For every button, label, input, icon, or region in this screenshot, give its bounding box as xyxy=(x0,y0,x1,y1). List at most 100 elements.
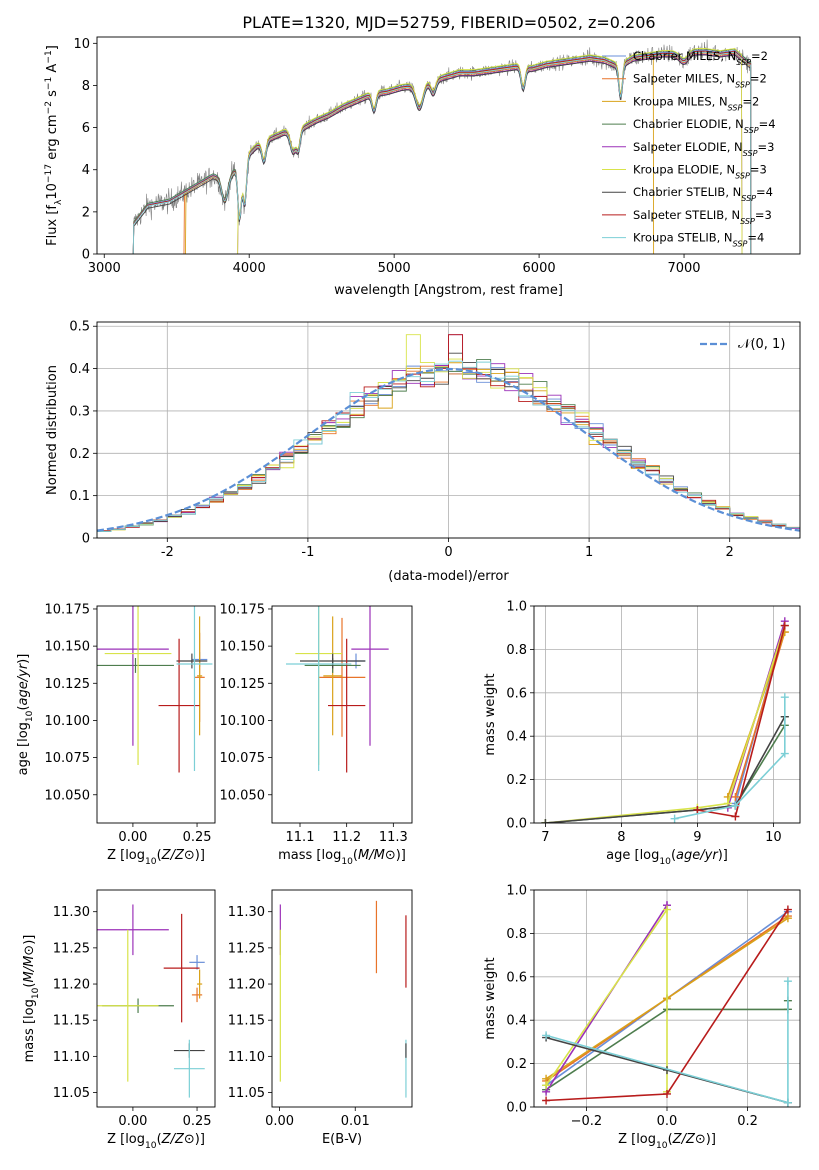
x-tick-label: 10 xyxy=(765,830,782,845)
y-tick-label: 10 xyxy=(73,37,90,52)
y-tick-label: 10.075 xyxy=(45,751,91,766)
y-tick-label: 8 xyxy=(82,79,90,94)
series-marker xyxy=(542,1081,551,1090)
y-tick-label: 11.10 xyxy=(228,1050,265,1065)
panel-residuals: -2 -1 0 1 2 0 0.1 0.2 0.3 0.4 0.5 (data-model)/erro… xyxy=(45,320,801,584)
y-tick-label: 10.100 xyxy=(45,714,91,729)
plot-area xyxy=(132,39,752,254)
errorbar-point xyxy=(97,929,159,1082)
y-axis-label: mass weight xyxy=(483,957,498,1039)
y-axis-label: mass weight xyxy=(483,673,498,755)
y-tick-label: 1.0 xyxy=(506,884,527,899)
series-marker xyxy=(670,814,679,823)
panel-age-vs-mass: 11.1 11.2 11.3 10.050 10.075 10.100 10.125 10.1… xyxy=(220,602,413,867)
panel-age-vs-metallicity: 0.00 0.25 10.050 10.075 10.100 10.125 10.150 10… xyxy=(16,602,216,867)
errorbar-point xyxy=(323,616,342,736)
y-tick-label: 11.25 xyxy=(228,941,265,956)
series-marker xyxy=(542,1096,551,1105)
x-tick-label: 7000 xyxy=(667,261,700,276)
y-tick-label: 10.125 xyxy=(45,677,91,692)
y-tick-label: 11.10 xyxy=(53,1050,90,1065)
y-tick-label: 11.30 xyxy=(228,905,265,920)
legend-label: Kroupa MILES, NSSP=2 xyxy=(633,94,759,112)
series-salpeter-stelib xyxy=(693,621,789,821)
axis-ticks: 11.1 11.2 11.3 10.050 10.075 10.100 10.125 10.1… xyxy=(220,602,408,845)
errorbar-point xyxy=(197,969,203,999)
y-tick-label: 0.5 xyxy=(69,320,90,335)
y-tick-label: 0.2 xyxy=(69,447,90,462)
x-tick-label: -2 xyxy=(161,545,174,560)
errorbar-point xyxy=(163,913,200,1023)
panel-weight-vs-metallicity: −0.2 0.0 0.2 0.0 0.2 0.4 0.6 0.8 1.0 Z [log10(Z/Z… xyxy=(483,884,801,1151)
y-axis-label: Flux [fλ10−17 erg cm−2 s−1 A−1] xyxy=(44,45,64,246)
axis-ticks: 3000 4000 5000 6000 7000 0 2 4 6 8 10 xyxy=(73,37,700,276)
y-tick-label: 0 xyxy=(82,532,90,547)
axes-frame xyxy=(533,605,801,824)
plot-area xyxy=(542,901,792,1107)
plot-area xyxy=(97,904,205,1098)
plot-area xyxy=(279,900,407,1098)
x-tick-label: 11.3 xyxy=(379,830,408,845)
y-tick-label: 0.0 xyxy=(506,1101,527,1116)
y-tick-label: 10.150 xyxy=(220,640,266,655)
series-marker xyxy=(541,819,550,823)
series-marker xyxy=(693,805,702,814)
legend-label: Salpeter STELIB, NSSP=3 xyxy=(633,208,772,226)
y-tick-label: 10.075 xyxy=(220,751,266,766)
series-marker xyxy=(780,621,789,630)
legend-label: Kroupa STELIB, NSSP=4 xyxy=(633,231,764,249)
model-spectrum-salpeter-elodie xyxy=(237,54,743,254)
x-tick-label: 2 xyxy=(726,545,734,560)
series-line xyxy=(674,697,786,820)
series-marker xyxy=(780,749,789,758)
errorbar-point xyxy=(176,653,208,669)
y-tick-label: 11.20 xyxy=(53,978,90,993)
x-tick-label: 9 xyxy=(693,830,701,845)
y-tick-label: 1.0 xyxy=(506,600,527,615)
series-marker xyxy=(731,812,740,821)
x-tick-label: 8 xyxy=(617,830,625,845)
y-tick-label: 11.05 xyxy=(228,1086,265,1101)
x-tick-label: 4000 xyxy=(233,261,266,276)
plot-area xyxy=(286,606,389,773)
y-tick-label: 10.175 xyxy=(220,602,266,617)
spectrum-legend: Chabrier MILES, NSSP=2 Salpeter MILES, NS… xyxy=(602,49,776,248)
model-spectrum-kroupa-elodie xyxy=(237,48,743,254)
x-tick-label: 0.00 xyxy=(118,1114,147,1129)
errorbar-point xyxy=(351,606,389,746)
errorbar-point xyxy=(189,955,205,970)
y-tick-label: 10.050 xyxy=(45,788,91,803)
errorbar-point xyxy=(97,658,174,673)
panel-spectrum: 3000 4000 5000 6000 7000 0 2 4 6 8 10 wavelength [A… xyxy=(44,36,801,298)
x-axis-label: age [log10(age/yr)] xyxy=(606,848,728,867)
y-tick-label: 0.8 xyxy=(506,927,527,942)
errorbar-point xyxy=(176,606,213,771)
y-tick-label: 0.2 xyxy=(506,1057,527,1072)
y-tick-label: 0.0 xyxy=(506,817,527,832)
x-tick-label: 0.00 xyxy=(265,1114,294,1129)
model-spectrum-salpeter-miles xyxy=(183,52,752,254)
x-axis-label: (data-model)/error xyxy=(388,569,509,584)
panel-mass-vs-extinction: 0.00 0.01 11.05 11.10 11.15 11.20 11.25 11.30 E(… xyxy=(228,889,413,1147)
y-tick-label: 0 xyxy=(82,248,90,263)
axis-ticks: −0.2 0.0 0.2 0.0 0.2 0.4 0.6 0.8 1.0 xyxy=(506,884,758,1130)
y-tick-label: 6 xyxy=(82,121,90,136)
x-tick-label: 0.25 xyxy=(183,830,212,845)
legend-label: Kroupa ELODIE, NSSP=3 xyxy=(633,163,767,181)
errorbar-point xyxy=(318,617,366,737)
series-marker xyxy=(663,1089,671,1098)
normal-reference-curve xyxy=(97,367,800,532)
x-axis-label: Z [log10(Z/Z⊙)] xyxy=(107,848,205,867)
axis-ticks: -2 -1 0 1 2 0 0.1 0.2 0.3 0.4 0.5 xyxy=(69,320,734,560)
errorbar-point xyxy=(97,606,169,746)
x-axis-label: wavelength [Angstrom, rest frame] xyxy=(334,283,563,298)
y-tick-label: 4 xyxy=(82,163,90,178)
legend-label: Chabrier ELODIE, NSSP=4 xyxy=(633,117,776,135)
y-axis-label: mass [log10(M/M⊙)] xyxy=(22,935,41,1063)
errorbar-point xyxy=(97,904,169,956)
series-marker xyxy=(783,977,792,986)
x-tick-label: 0.2 xyxy=(737,1114,758,1129)
y-tick-label: 0.1 xyxy=(69,489,90,504)
x-tick-label: 1 xyxy=(585,545,593,560)
